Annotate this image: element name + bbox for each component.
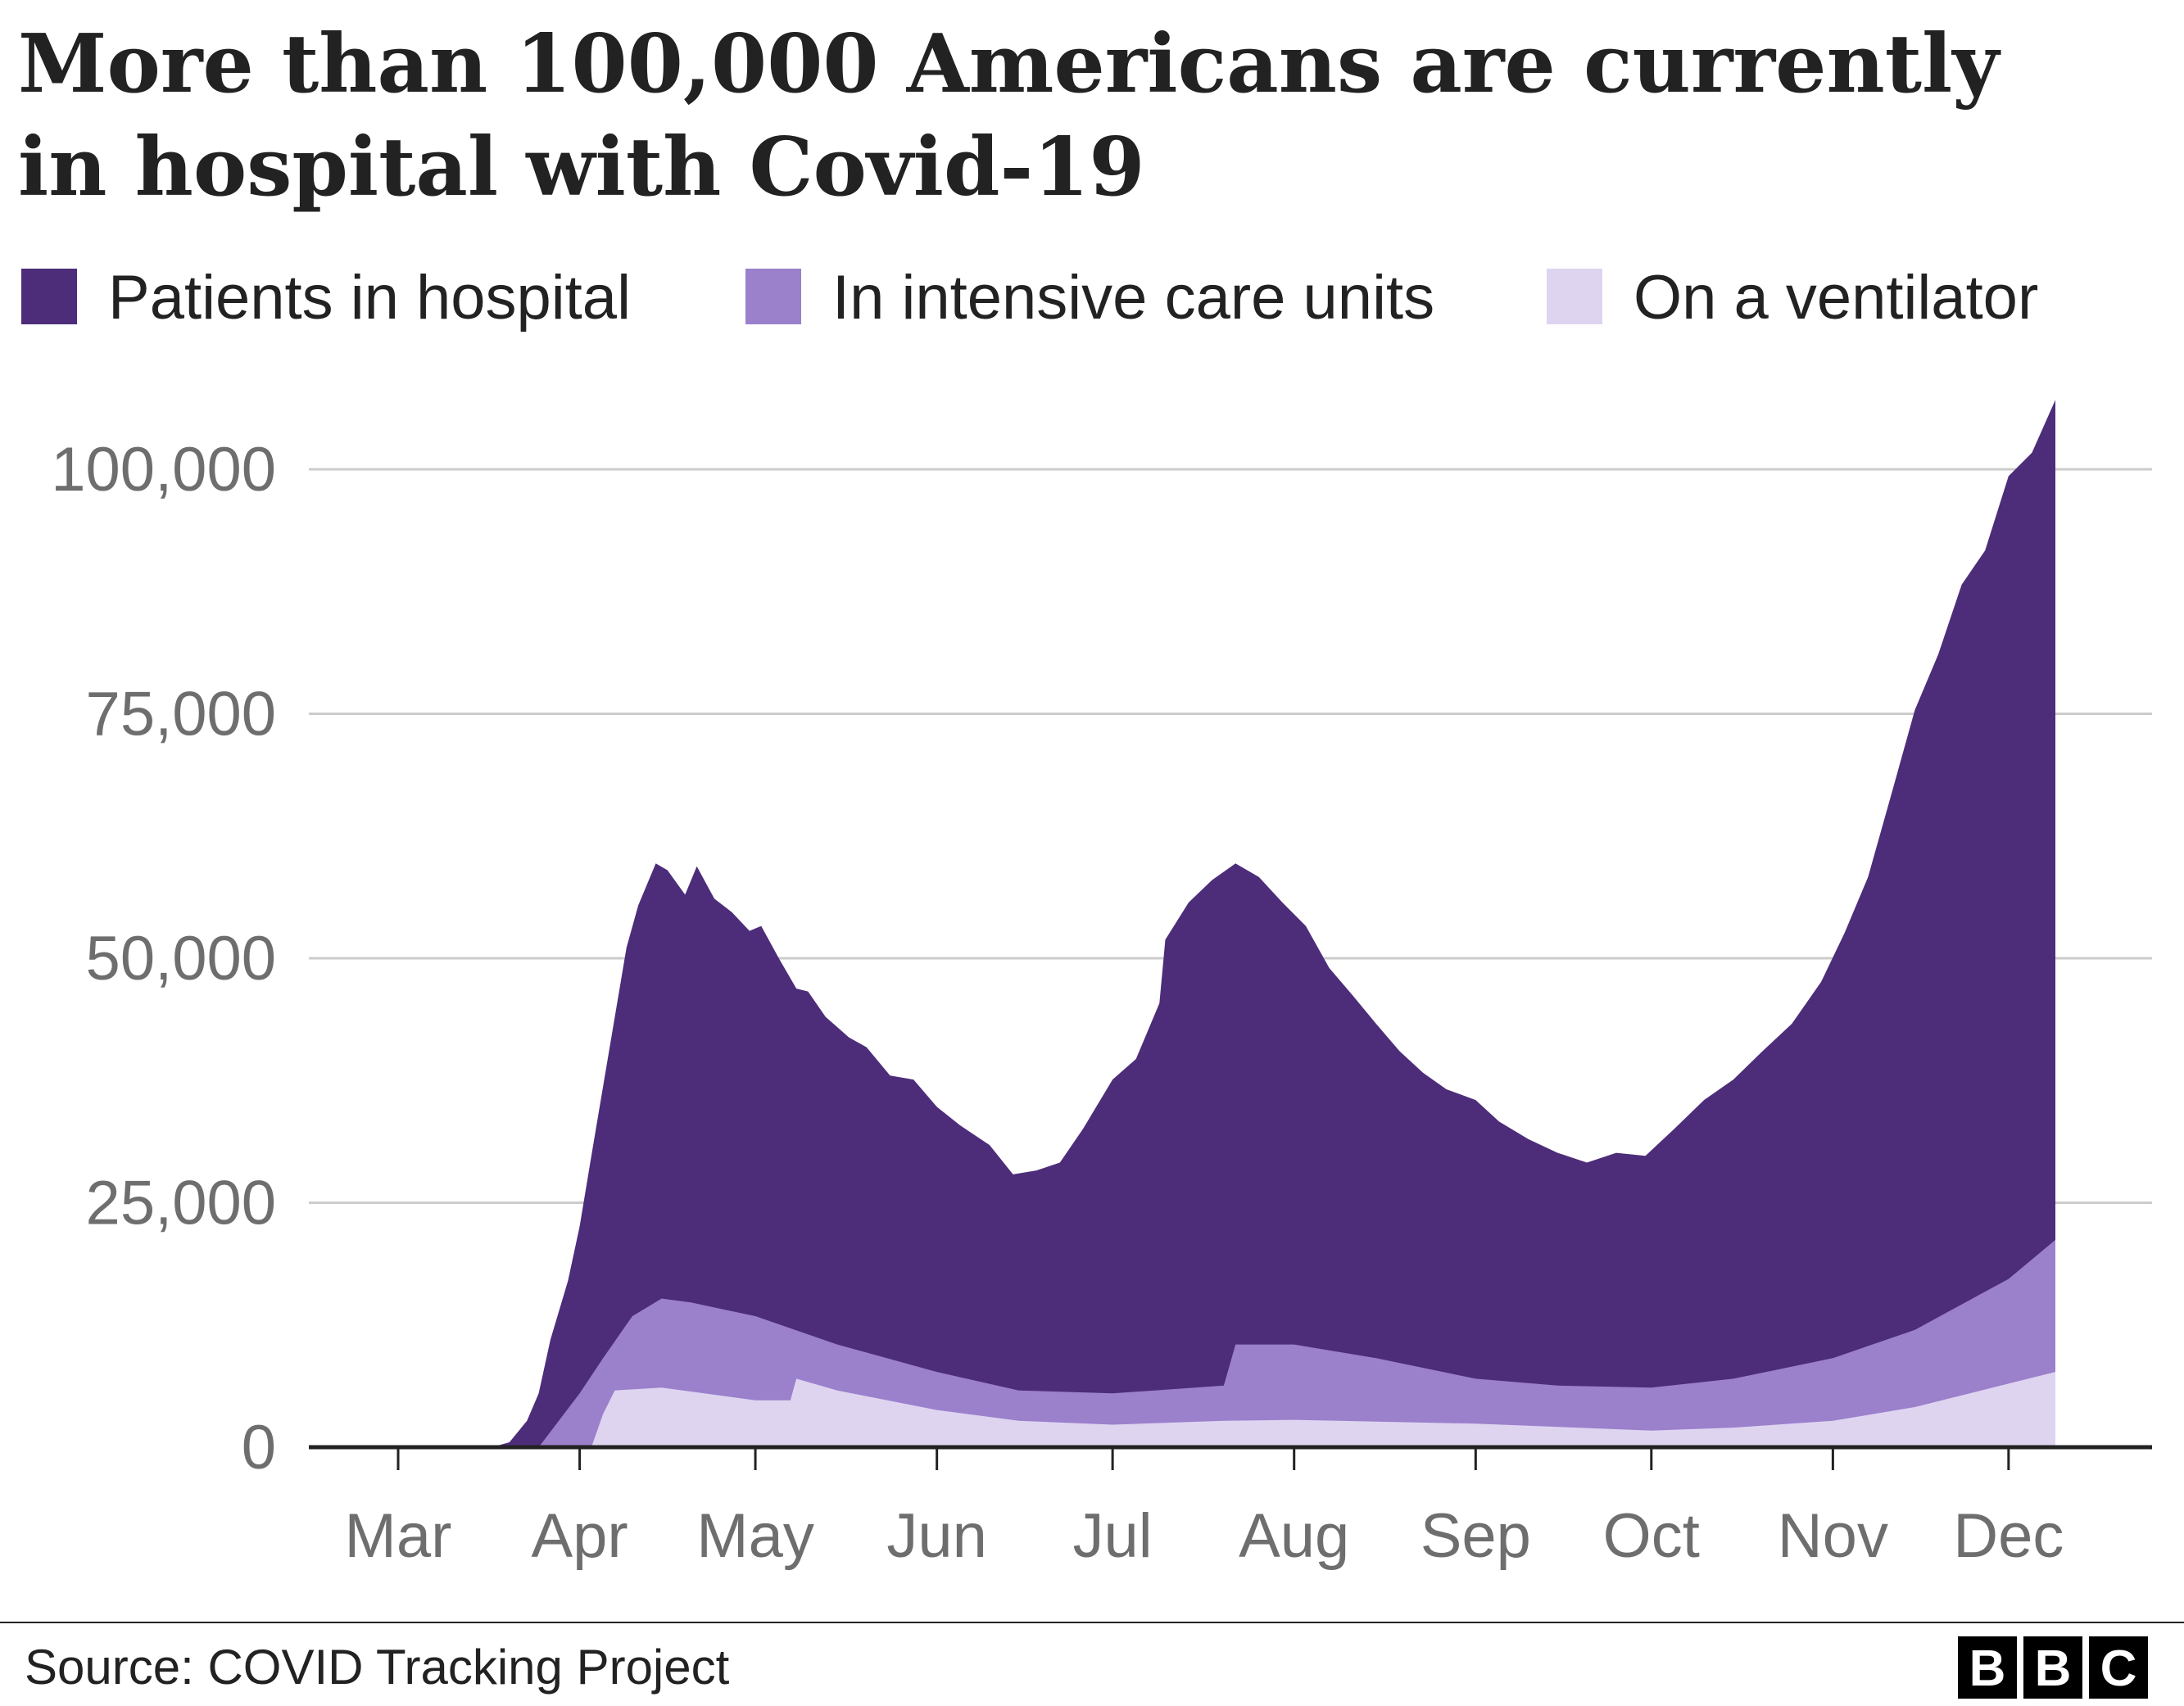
legend-swatch-icu (745, 269, 801, 324)
legend-swatch-ventilator (1547, 269, 1602, 324)
title-line-2: in hospital with Covid-19 (18, 120, 1145, 215)
svg-text:B: B (2035, 1640, 2072, 1697)
y-axis: 0 25,000 50,000 75,000 100,000 (51, 435, 276, 1482)
title-line-1: More than 100,000 Americans are currentl… (18, 17, 2001, 111)
x-tick-label: Apr (531, 1501, 628, 1571)
x-tick-label: Dec (1953, 1501, 2064, 1571)
area-icu (538, 1239, 2056, 1447)
legend-swatch-hospital (21, 269, 77, 324)
x-tick-label: May (696, 1501, 814, 1571)
bbc-logo: B B C (1958, 1636, 2148, 1699)
x-tick-label: Nov (1778, 1501, 1888, 1571)
x-tick-label: Sep (1421, 1501, 1531, 1571)
y-tick-label: 75,000 (86, 680, 276, 749)
area-ventilator (591, 1372, 2055, 1447)
svg-text:C: C (2100, 1640, 2137, 1697)
x-axis: Mar Apr May Jun Jul Aug Sep Oct Nov Dec (309, 1445, 2152, 1571)
legend-label-icu: In intensive care units (832, 263, 1434, 333)
plot-areas (492, 400, 2056, 1448)
y-tick-label: 0 (242, 1413, 276, 1482)
legend-label-hospital: Patients in hospital (108, 263, 631, 333)
y-tick-label: 25,000 (86, 1169, 276, 1238)
x-tick-label: Jul (1073, 1501, 1153, 1571)
area-hospital (492, 400, 2055, 1448)
x-tick-label: Oct (1603, 1501, 1700, 1571)
legend: Patients in hospital In intensive care u… (21, 263, 2038, 333)
x-tick-label: Jun (886, 1501, 987, 1571)
y-tick-label: 100,000 (51, 435, 276, 505)
x-tick-label: Mar (345, 1501, 452, 1571)
svg-text:B: B (1969, 1640, 2006, 1697)
source-text: Source: COVID Tracking Project (25, 1640, 730, 1695)
legend-label-ventilator: On a ventilator (1633, 263, 2038, 333)
x-tick-label: Aug (1239, 1501, 1349, 1571)
y-tick-label: 50,000 (86, 924, 276, 993)
